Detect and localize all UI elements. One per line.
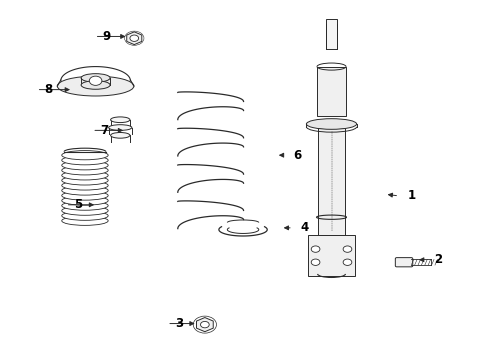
Text: 3: 3 <box>175 317 183 330</box>
Polygon shape <box>126 32 142 45</box>
Ellipse shape <box>61 186 108 195</box>
Text: 5: 5 <box>73 198 81 211</box>
FancyBboxPatch shape <box>394 258 412 267</box>
Circle shape <box>200 321 209 328</box>
Ellipse shape <box>110 117 130 123</box>
Ellipse shape <box>61 181 108 190</box>
Circle shape <box>310 259 319 265</box>
Ellipse shape <box>61 171 108 180</box>
FancyBboxPatch shape <box>317 127 345 235</box>
Circle shape <box>343 259 351 265</box>
Text: 1: 1 <box>407 189 414 202</box>
FancyBboxPatch shape <box>325 19 337 49</box>
Text: 2: 2 <box>433 253 441 266</box>
Ellipse shape <box>61 191 108 200</box>
Text: 4: 4 <box>300 221 308 234</box>
Ellipse shape <box>61 206 108 215</box>
Ellipse shape <box>110 132 130 138</box>
Circle shape <box>89 76 102 85</box>
Circle shape <box>310 246 319 252</box>
Ellipse shape <box>81 81 110 89</box>
Circle shape <box>130 35 138 41</box>
Text: 8: 8 <box>44 83 53 96</box>
Ellipse shape <box>61 201 108 210</box>
Ellipse shape <box>57 76 134 96</box>
Ellipse shape <box>61 176 108 185</box>
Text: 6: 6 <box>293 149 301 162</box>
Polygon shape <box>196 318 213 332</box>
Text: 7: 7 <box>100 124 108 137</box>
Ellipse shape <box>61 150 108 160</box>
FancyBboxPatch shape <box>316 67 346 116</box>
Ellipse shape <box>61 166 108 175</box>
Ellipse shape <box>61 216 108 225</box>
Ellipse shape <box>81 74 110 82</box>
Ellipse shape <box>61 161 108 170</box>
Ellipse shape <box>108 125 132 130</box>
Ellipse shape <box>61 196 108 205</box>
Text: 9: 9 <box>102 30 111 43</box>
Circle shape <box>343 246 351 252</box>
Ellipse shape <box>306 119 356 129</box>
FancyBboxPatch shape <box>308 235 354 276</box>
Ellipse shape <box>61 156 108 165</box>
Ellipse shape <box>61 211 108 220</box>
